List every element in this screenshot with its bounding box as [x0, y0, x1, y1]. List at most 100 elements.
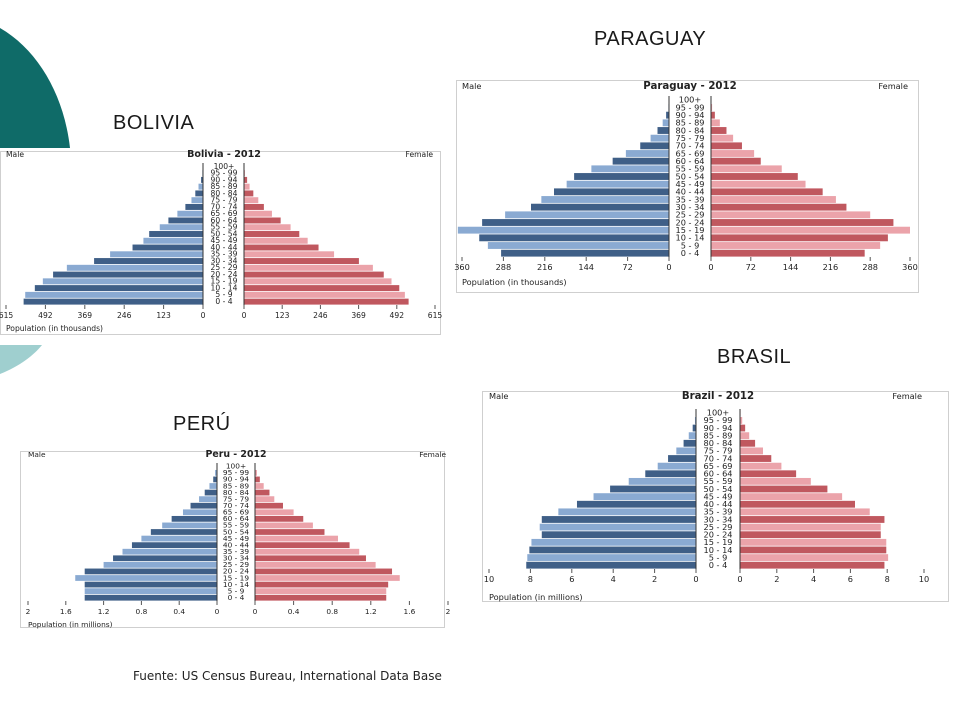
age-group-label: 55 - 59: [676, 164, 705, 174]
age-group-label: 0 - 4: [228, 593, 245, 602]
female-bar-45-49: [740, 493, 843, 501]
male-bar-65-69: [657, 462, 696, 470]
female-bar-75-79: [244, 197, 259, 204]
male-bar-45-49: [593, 493, 696, 501]
male-bar-15-19: [42, 278, 203, 285]
age-group-label: 10 - 14: [676, 233, 705, 243]
male-bar-35-39: [541, 196, 669, 203]
male-bar-0-4: [84, 594, 217, 601]
female-bar-25-29: [740, 523, 881, 531]
female-tick-label: 6: [848, 574, 853, 584]
age-group-label: 0 - 4: [681, 248, 700, 258]
female-bar-30-34: [244, 258, 359, 265]
male-tick-label: 144: [578, 262, 594, 272]
male-bar-0-4: [23, 298, 203, 305]
female-bar-40-44: [740, 500, 855, 508]
female-bar-20-24: [244, 271, 384, 278]
x-axis-label: Population (in thousands): [6, 324, 103, 333]
male-tick-label: 8: [528, 574, 533, 584]
age-group-label: 75 - 79: [704, 446, 733, 456]
female-bar-65-69: [711, 150, 755, 157]
age-group-label: 100+: [214, 162, 235, 171]
age-group-label: 30 - 34: [211, 256, 238, 265]
female-bar-55-59: [244, 224, 291, 231]
male-bar-45-49: [566, 180, 669, 188]
age-group-label: 50 - 54: [676, 171, 705, 181]
light-teal-arc-shape: [0, 345, 42, 374]
female-bar-40-44: [244, 244, 319, 251]
x-axis-label: Population (in millions): [28, 620, 113, 629]
age-group-label: 65 - 69: [211, 209, 238, 218]
age-group-label: 75 - 79: [211, 196, 238, 205]
male-tick-label: 123: [156, 311, 171, 320]
male-bar-80-84: [204, 489, 217, 496]
age-group-label: 25 - 29: [704, 522, 733, 532]
source-note: Fuente: US Census Bureau, International …: [133, 669, 442, 683]
female-bar-15-19: [711, 226, 910, 234]
female-bar-65-69: [740, 462, 782, 470]
male-bar-90-94: [201, 176, 203, 183]
male-bar-85-89: [662, 119, 669, 127]
age-group-label: 45 - 49: [676, 179, 705, 189]
age-group-label: 70 - 74: [211, 202, 238, 211]
female-bar-60-64: [244, 217, 281, 224]
male-tick-label: 0: [693, 574, 698, 584]
male-bar-80-84: [683, 439, 696, 447]
female-bar-15-19: [244, 278, 392, 285]
female-bar-5-9: [711, 242, 881, 249]
age-group-label: 0 - 4: [215, 297, 232, 306]
age-group-label: 65 - 69: [704, 461, 733, 471]
male-bar-90-94: [692, 424, 696, 432]
age-group-label: 25 - 29: [676, 210, 705, 220]
male-tick-label: 2: [652, 574, 657, 584]
male-bar-5-9: [487, 242, 669, 249]
male-bar-50-54: [149, 231, 203, 237]
chart-title: Paraguay - 2012: [643, 81, 736, 92]
teal-arc-shape: [0, 28, 70, 148]
male-bar-70-74: [640, 142, 669, 150]
female-tick-label: 2: [774, 574, 779, 584]
male-header: Male: [489, 391, 508, 401]
female-bar-20-24: [740, 531, 881, 539]
male-bar-55-59: [591, 165, 669, 173]
male-bar-35-39: [558, 508, 696, 516]
female-bar-80-84: [740, 439, 756, 447]
decorative-shapes: [0, 28, 70, 374]
male-tick-label: 216: [537, 262, 553, 272]
male-bar-35-39: [110, 251, 203, 258]
country-label-peru: PERÚ: [173, 413, 231, 435]
male-bar-75-79: [650, 134, 669, 142]
female-bar-75-79: [740, 447, 763, 455]
female-bar-45-49: [711, 180, 806, 188]
age-group-label: 0 - 4: [709, 560, 728, 570]
male-tick-label: 1.2: [98, 607, 110, 616]
female-bar-85-89: [255, 483, 264, 489]
male-bar-40-44: [576, 500, 696, 508]
age-group-label: 80 - 84: [704, 438, 733, 448]
male-tick-label: 1.6: [60, 607, 72, 616]
female-bar-25-29: [255, 561, 376, 568]
female-bar-65-69: [244, 210, 272, 217]
female-bar-30-34: [711, 203, 847, 211]
female-tick-label: 288: [862, 262, 878, 272]
male-bar-60-64: [171, 515, 217, 522]
female-bar-60-64: [711, 157, 761, 165]
female-tick-label: 615: [428, 311, 443, 320]
female-bar-15-19: [255, 575, 400, 581]
country-label-bolivia: BOLIVIA: [113, 112, 195, 134]
male-bar-75-79: [676, 447, 696, 455]
age-group-label: 25 - 29: [223, 560, 249, 569]
male-bar-35-39: [122, 548, 217, 555]
male-bar-20-24: [53, 271, 204, 278]
age-group-label: 90 - 94: [704, 423, 733, 433]
male-header: Male: [462, 81, 481, 91]
female-header: Female: [892, 391, 922, 401]
age-group-label: 100+: [707, 408, 730, 418]
female-tick-label: 0.4: [288, 607, 300, 616]
female-tick-label: 0: [708, 262, 713, 272]
male-tick-label: 0: [201, 311, 206, 320]
x-axis-label: Population (in millions): [489, 592, 583, 602]
female-header: Female: [419, 450, 446, 459]
x-axis-label: Population (in thousands): [462, 277, 567, 287]
male-bar-30-34: [113, 555, 217, 562]
